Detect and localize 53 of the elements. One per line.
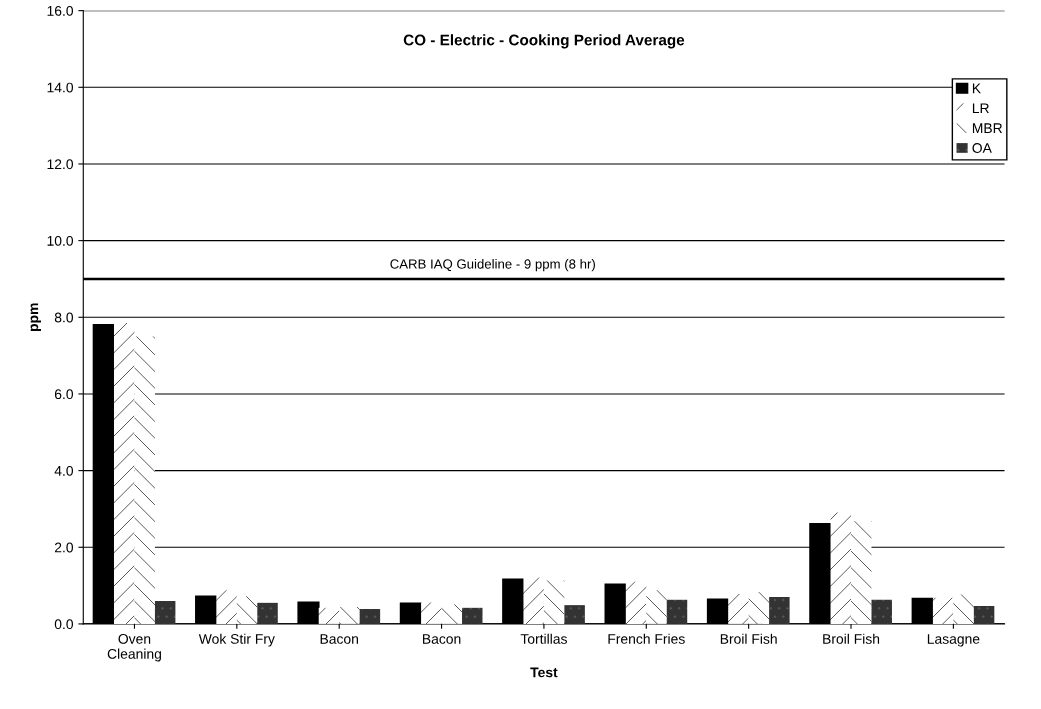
bar	[113, 323, 135, 624]
bar	[769, 597, 790, 624]
bar	[216, 590, 237, 624]
bar	[359, 608, 381, 624]
bar	[523, 577, 544, 624]
bar	[441, 604, 463, 624]
x-axis-title: Test	[530, 667, 558, 678]
x-tick-label: French Fries	[608, 633, 685, 644]
bar	[646, 590, 667, 624]
y-tick-label: 4.0	[54, 465, 74, 476]
legend-label: LR	[972, 103, 989, 114]
bar	[564, 605, 585, 624]
bar	[851, 521, 872, 624]
bar	[154, 600, 176, 624]
bar	[953, 594, 974, 624]
bar	[973, 605, 995, 624]
bar	[318, 607, 340, 624]
bar	[666, 599, 688, 624]
bar	[421, 602, 442, 624]
y-tick-label: 2.0	[54, 542, 74, 553]
legend-label: OA	[972, 143, 992, 153]
x-tick-label: Bacon	[320, 634, 358, 644]
bar	[625, 581, 647, 624]
y-tick-label: 14.0	[47, 82, 74, 93]
x-tick-label: Tortillas	[520, 633, 567, 644]
bar	[748, 592, 770, 624]
bar	[462, 607, 483, 624]
legend-label: K	[972, 83, 981, 94]
x-tick-label: Lasagne	[927, 634, 980, 647]
x-tick-label: Broil Fish	[720, 633, 777, 644]
bar	[134, 336, 155, 624]
y-tick-label: 10.0	[47, 235, 74, 246]
x-tick-label: Wok Stir Fry	[198, 633, 275, 647]
legend-label: MBR	[972, 123, 1003, 133]
bar	[871, 599, 892, 624]
bar	[932, 597, 954, 624]
x-tick-label: Broil Fish	[823, 633, 880, 644]
bar	[830, 512, 852, 624]
bar	[728, 594, 749, 624]
y-tick-label: 8.0	[54, 312, 74, 323]
y-tick-label: 0.0	[54, 619, 74, 630]
y-axis-title: ppm	[30, 303, 41, 332]
ref-line-label: CARB IAQ Guideline - 9 ppm (8 hr)	[390, 258, 595, 272]
y-tick-label: 12.0	[47, 159, 74, 170]
x-tick-label: Oven Cleaning	[107, 634, 161, 662]
text: CO - Electric - Cooking Period Average	[403, 34, 685, 49]
bar	[543, 580, 565, 624]
bar	[257, 602, 278, 624]
y-tick-label: 6.0	[54, 389, 74, 400]
bar	[236, 596, 258, 624]
x-tick-label: Bacon	[423, 634, 461, 644]
bar	[339, 607, 360, 624]
y-tick-label: 16.0	[47, 5, 74, 16]
